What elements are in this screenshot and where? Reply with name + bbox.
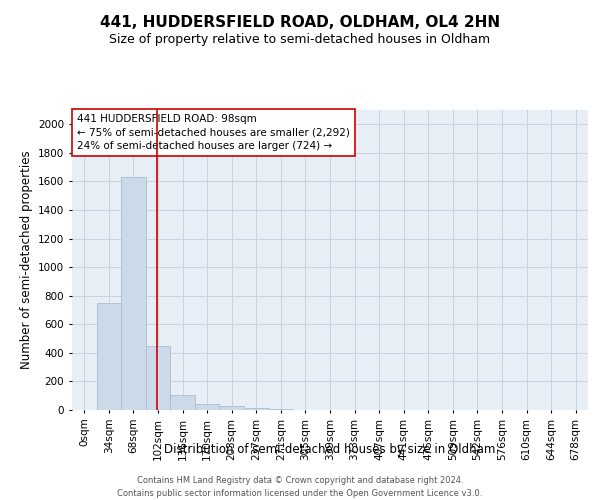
Text: Size of property relative to semi-detached houses in Oldham: Size of property relative to semi-detach… [109, 32, 491, 46]
Text: Distribution of semi-detached houses by size in Oldham: Distribution of semi-detached houses by … [164, 442, 496, 456]
Text: 441 HUDDERSFIELD ROAD: 98sqm
← 75% of semi-detached houses are smaller (2,292)
2: 441 HUDDERSFIELD ROAD: 98sqm ← 75% of se… [77, 114, 350, 151]
Bar [170, 395, 195, 410]
Text: 441, HUDDERSFIELD ROAD, OLDHAM, OL4 2HN: 441, HUDDERSFIELD ROAD, OLDHAM, OL4 2HN [100, 15, 500, 30]
Y-axis label: Number of semi-detached properties: Number of semi-detached properties [20, 150, 32, 370]
Bar [121, 177, 146, 410]
Bar [244, 408, 269, 410]
Bar [146, 346, 170, 410]
Bar [220, 406, 244, 410]
Bar [97, 303, 121, 410]
Text: Contains HM Land Registry data © Crown copyright and database right 2024.
Contai: Contains HM Land Registry data © Crown c… [118, 476, 482, 498]
Bar [195, 404, 220, 410]
